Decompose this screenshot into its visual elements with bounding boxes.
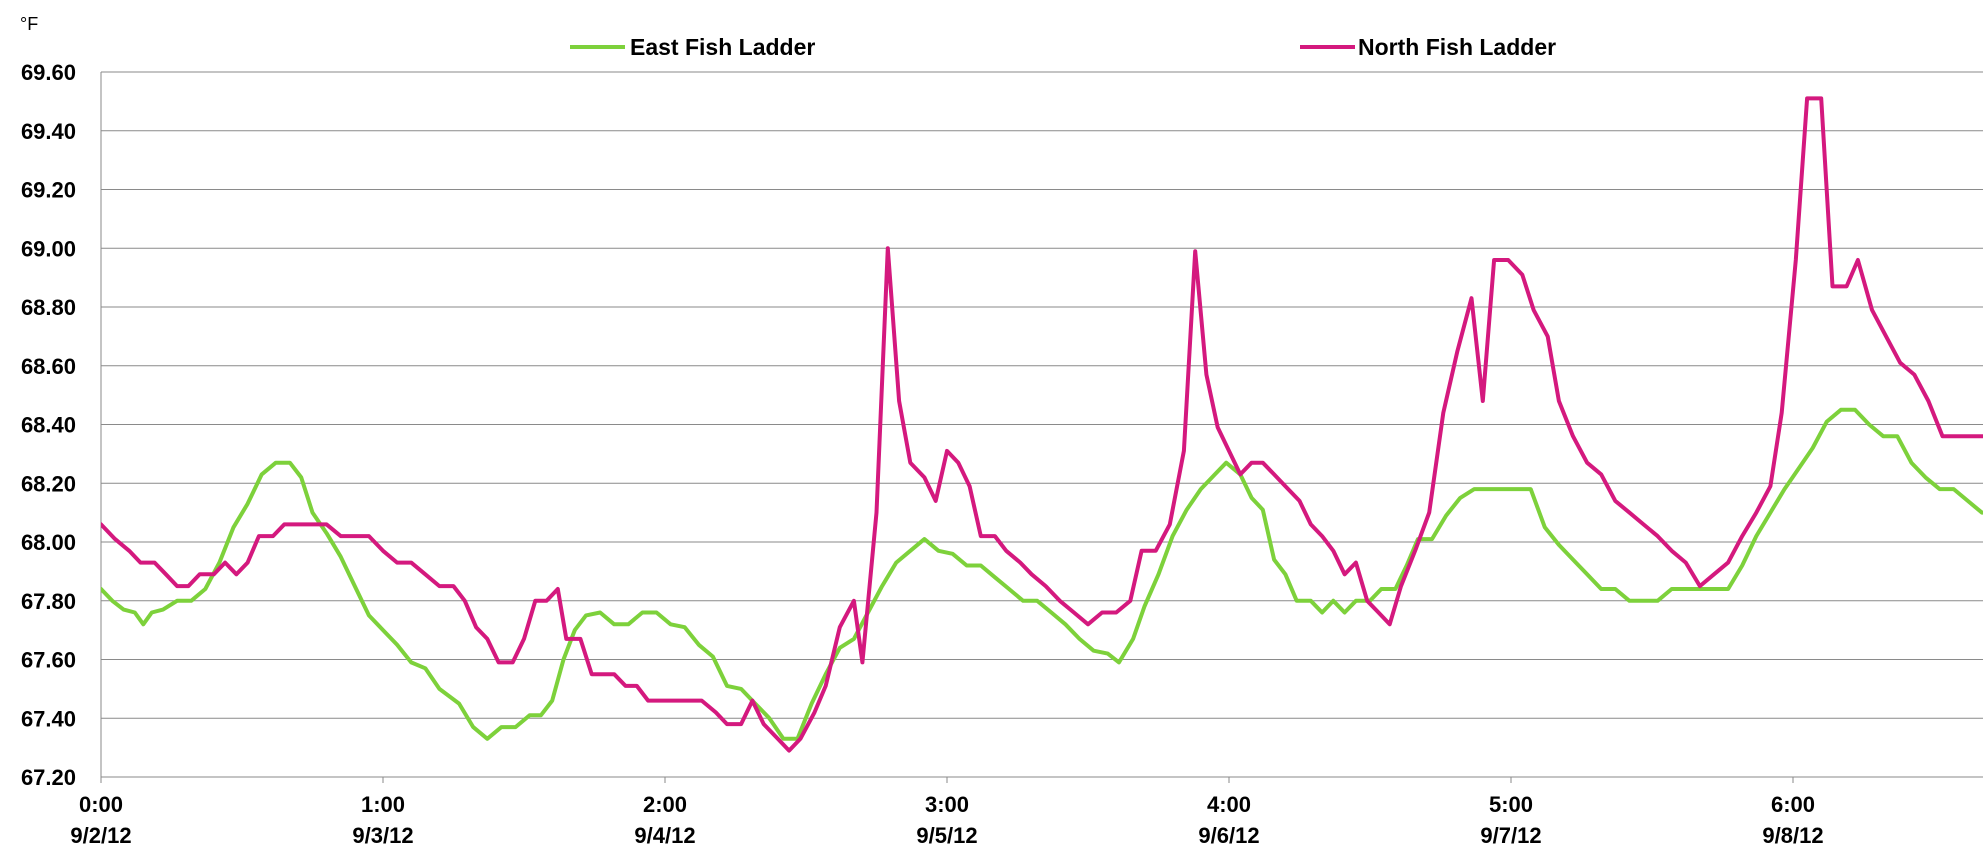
x-tick-label-time: 2:00 <box>643 792 687 817</box>
series-lines <box>101 96 1983 753</box>
x-tick-label-time: 1:00 <box>361 792 405 817</box>
y-tick-label: 69.20 <box>21 178 76 203</box>
y-tick-label: 67.40 <box>21 706 76 731</box>
x-tick-label-time: 4:00 <box>1207 792 1251 817</box>
series-line-north-fish-ladder <box>101 96 1983 753</box>
x-tick-label-time: 3:00 <box>925 792 969 817</box>
y-tick-label: 68.00 <box>21 530 76 555</box>
legend-item-east-fish-ladder: East Fish Ladder <box>570 34 815 60</box>
y-tick-label: 67.60 <box>21 648 76 673</box>
x-tick-label-time: 0:00 <box>79 792 123 817</box>
y-tick-label: 67.80 <box>21 589 76 614</box>
x-tick-label-date: 9/8/12 <box>1762 823 1823 848</box>
y-tick-label: 68.80 <box>21 295 76 320</box>
x-tick-label-date: 9/4/12 <box>634 823 695 848</box>
legend-label-east-fish-ladder: East Fish Ladder <box>630 34 815 60</box>
y-tick-label: 68.40 <box>21 413 76 438</box>
legend: East Fish Ladder North Fish Ladder <box>570 34 1556 60</box>
x-tick-label-date: 9/2/12 <box>70 823 131 848</box>
x-tick-label-date: 9/6/12 <box>1198 823 1259 848</box>
x-axis: 0:00 9/2/12 1:00 9/3/12 2:00 9/4/12 3:00 9/5/12… <box>70 777 1824 848</box>
y-axis-unit-label: °F <box>20 14 38 34</box>
y-tick-label: 68.60 <box>21 354 76 379</box>
x-tick-label-time: 6:00 <box>1771 792 1815 817</box>
y-tick-label: 69.60 <box>21 60 76 85</box>
legend-item-north-fish-ladder: North Fish Ladder <box>1300 34 1556 60</box>
x-tick-label-date: 9/7/12 <box>1480 823 1541 848</box>
gridlines <box>100 71 1983 778</box>
series-line-east-fish-ladder <box>101 407 1983 741</box>
y-tick-label: 68.20 <box>21 471 76 496</box>
y-tick-label: 69.40 <box>21 119 76 144</box>
x-tick-label-date: 9/5/12 <box>916 823 977 848</box>
x-tick-label-date: 9/3/12 <box>352 823 413 848</box>
y-axis: 67.20 67.40 67.60 67.80 68.00 68.20 68.40 68.60… <box>21 60 76 790</box>
legend-label-north-fish-ladder: North Fish Ladder <box>1358 34 1556 60</box>
x-tick-label-time: 5:00 <box>1489 792 1533 817</box>
y-tick-label: 69.00 <box>21 236 76 261</box>
y-tick-label: 67.20 <box>21 765 76 790</box>
